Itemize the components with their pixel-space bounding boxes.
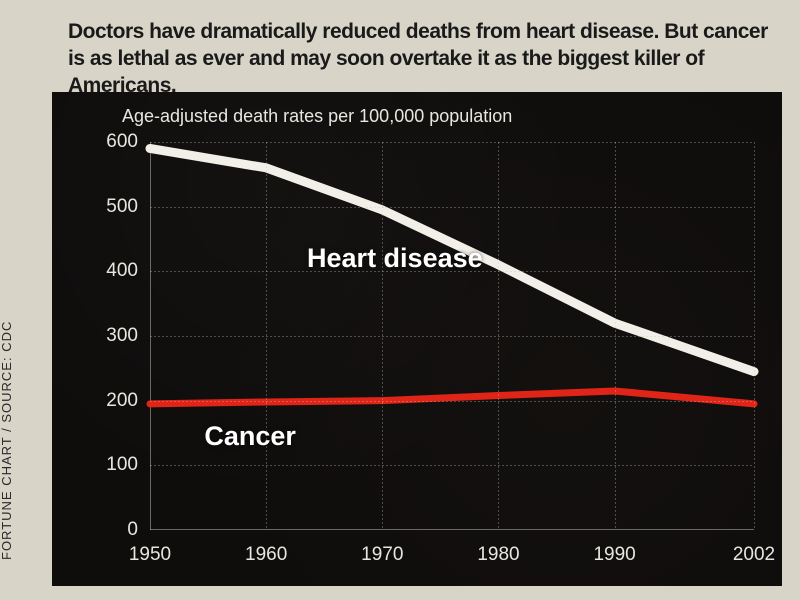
chart-subtitle: Age-adjusted death rates per 100,000 pop… (122, 106, 512, 127)
plot-area: 0100200300400500600195019601970198019902… (150, 142, 754, 530)
gridline-v (754, 142, 755, 530)
y-tick-label: 500 (106, 196, 138, 218)
y-tick-label: 0 (127, 519, 138, 541)
y-tick-label: 300 (106, 325, 138, 347)
series-label-heart-disease: Heart disease (307, 243, 483, 274)
gridline-v (382, 142, 383, 530)
y-tick-label: 600 (106, 131, 138, 153)
headline: Doctors have dramatically reduced deaths… (68, 18, 780, 99)
x-tick-label: 1980 (477, 544, 519, 566)
x-tick-label: 2002 (733, 544, 775, 566)
gridline-v (498, 142, 499, 530)
x-tick-label: 1960 (245, 544, 287, 566)
series-cancer (150, 391, 754, 404)
gridline-v (266, 142, 267, 530)
x-tick-label: 1990 (593, 544, 635, 566)
gridline-h (150, 207, 754, 208)
gridline-h (150, 142, 754, 143)
x-tick-label: 1950 (129, 544, 171, 566)
y-tick-label: 400 (106, 260, 138, 282)
gridline-v (615, 142, 616, 530)
death-rate-chart: Age-adjusted death rates per 100,000 pop… (52, 92, 782, 586)
x-tick-label: 1970 (361, 544, 403, 566)
gridline-h (150, 465, 754, 466)
series-label-cancer: Cancer (204, 421, 296, 452)
gridline-h (150, 336, 754, 337)
gridline-h (150, 401, 754, 402)
source-credit: FORTUNE CHART / SOURCE: CDC (0, 321, 14, 560)
y-tick-label: 100 (106, 454, 138, 476)
y-tick-label: 200 (106, 390, 138, 412)
